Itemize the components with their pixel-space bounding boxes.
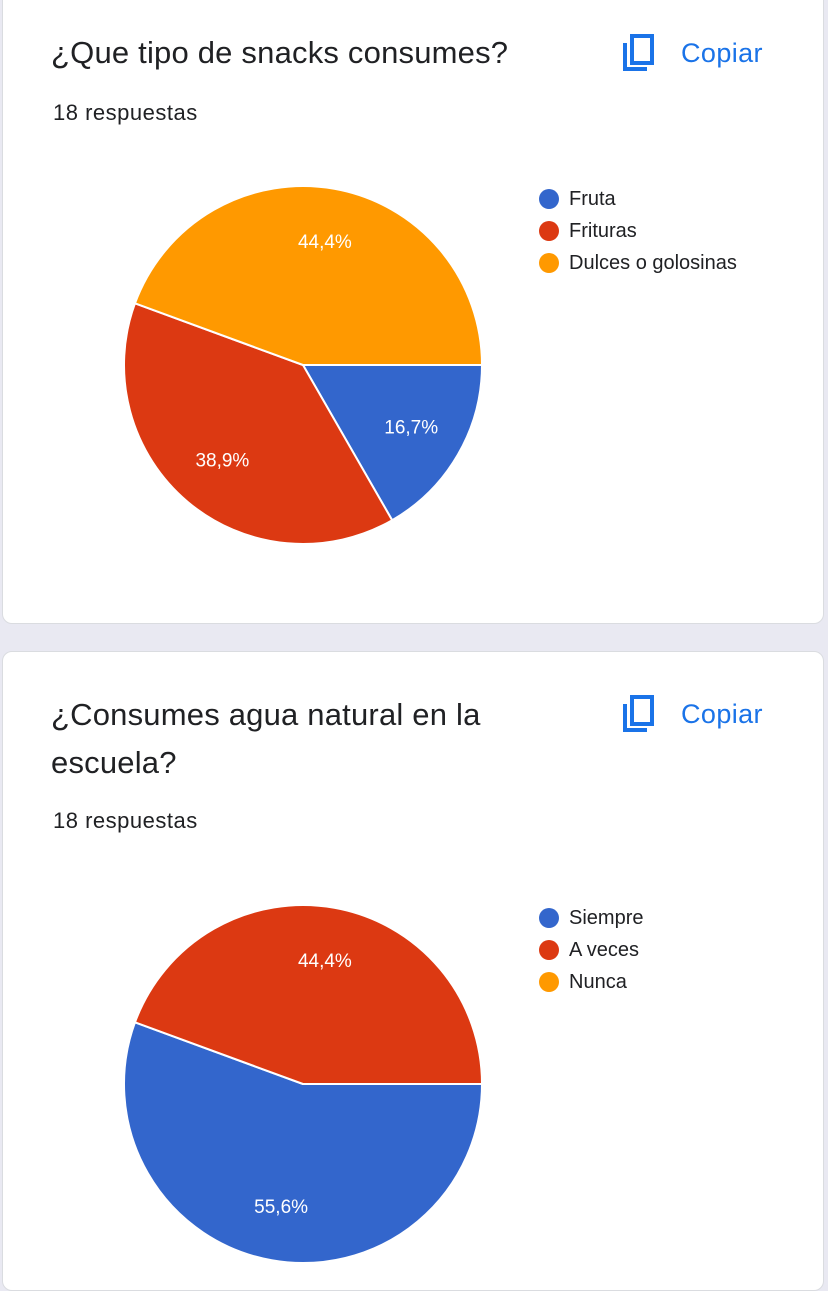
- response-count: 18 respuestas: [53, 808, 198, 833]
- legend-label: Siempre: [569, 906, 644, 929]
- pie-slice-dulces-o-golosinas[interactable]: [133, 185, 483, 366]
- legend-item: Fruta: [539, 183, 737, 215]
- question-card-snacks: ¿Que tipo de snacks consumes? Copiar 18 …: [2, 0, 824, 624]
- pie-slice-frituras[interactable]: [123, 302, 394, 545]
- legend-swatch: [539, 221, 559, 241]
- response-count: 18 respuestas: [53, 100, 198, 125]
- legend-swatch: [539, 253, 559, 273]
- slice-percent-label: 55,6%: [254, 1197, 308, 1218]
- legend-swatch: [539, 189, 559, 209]
- legend-label: Dulces o golosinas: [569, 251, 737, 274]
- slice-percent-label: 38,9%: [195, 451, 249, 472]
- pie-slice-fruta[interactable]: [302, 364, 483, 522]
- legend-item: Nunca: [539, 966, 643, 998]
- pie-chart-water: 55,6% 44,4%: [123, 904, 483, 1264]
- content-copy-icon: [621, 33, 657, 73]
- legend-item: Dulces o golosinas: [539, 247, 737, 279]
- chart-legend: Fruta Frituras Dulces o golosinas: [539, 183, 737, 279]
- copy-chart-button[interactable]: Copiar: [621, 29, 763, 77]
- legend-label: Frituras: [569, 219, 637, 242]
- legend-item: Frituras: [539, 215, 737, 247]
- slice-percent-label: 44,4%: [298, 232, 352, 253]
- legend-swatch: [539, 908, 559, 928]
- pie-slice-siempre[interactable]: [123, 1021, 483, 1264]
- chart-legend: Siempre A veces Nunca: [539, 902, 643, 998]
- copy-chart-button[interactable]: Copiar: [621, 690, 763, 738]
- content-copy-icon: [621, 694, 657, 734]
- slice-percent-label: 16,7%: [384, 418, 438, 439]
- question-title: ¿Consumes agua natural en la escuela?: [51, 697, 481, 780]
- legend-label: Nunca: [569, 970, 627, 993]
- pie-slice-a-veces[interactable]: [133, 904, 483, 1085]
- legend-swatch: [539, 940, 559, 960]
- question-title: ¿Que tipo de snacks consumes?: [51, 35, 509, 70]
- copy-label: Copiar: [681, 698, 763, 729]
- legend-label: A veces: [569, 938, 640, 961]
- legend-item: A veces: [539, 934, 643, 966]
- legend-label: Fruta: [569, 187, 616, 210]
- slice-percent-label: 44,4%: [298, 951, 352, 972]
- legend-swatch: [539, 972, 559, 992]
- question-card-water: ¿Consumes agua natural en la escuela? Co…: [2, 651, 824, 1291]
- pie-chart-snacks: 16,7% 38,9% 44,4%: [123, 185, 483, 545]
- copy-label: Copiar: [681, 37, 763, 68]
- legend-item: Siempre: [539, 902, 643, 934]
